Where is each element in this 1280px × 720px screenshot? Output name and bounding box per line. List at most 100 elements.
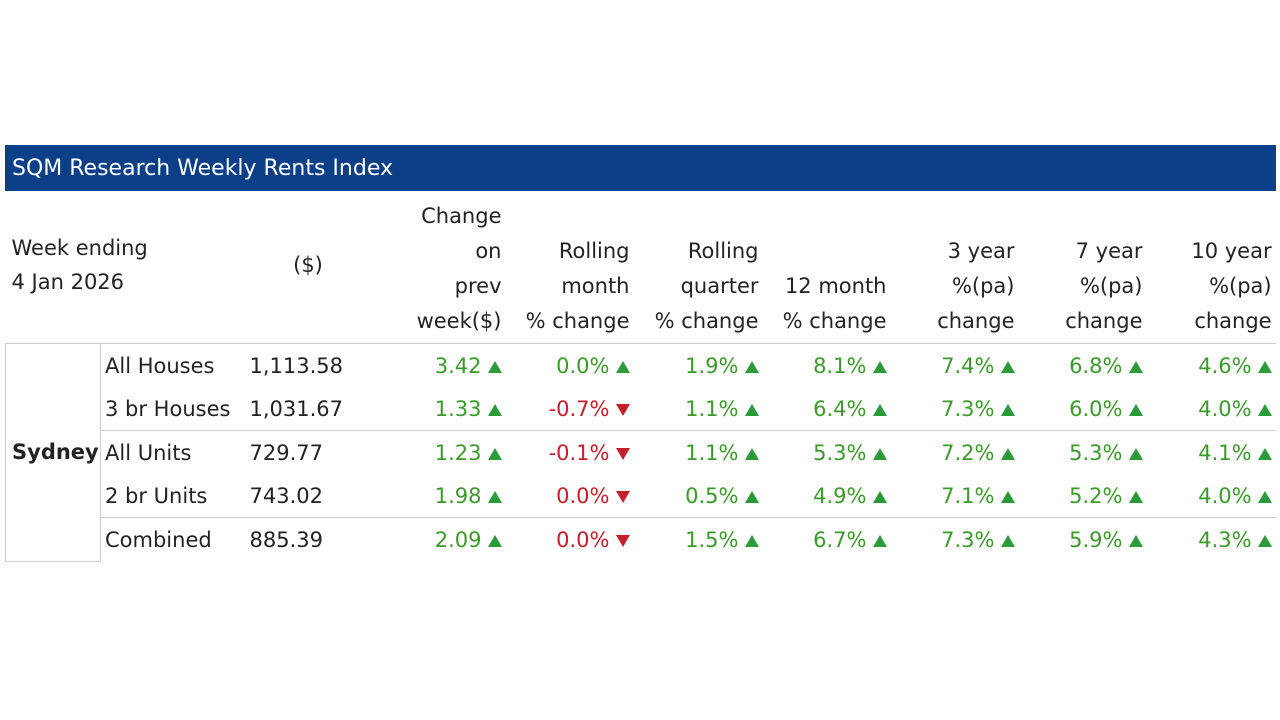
trend-arrow [487,403,502,416]
rents-table: SQM Research Weekly Rents Index Week end… [4,145,1277,562]
trend-arrow [1128,403,1143,416]
change-cell: 7.4% [891,344,1019,388]
change-value: 4.0% [1198,396,1252,421]
trend-arrow [744,490,759,503]
column-header: 7 year %(pa) change [1018,190,1147,344]
column-header: 10 year %(pa) change [1146,190,1276,344]
change-value: 7.2% [941,440,995,465]
change-cell: 3.42 [371,344,506,388]
rent-value: 1,113.58 [249,353,344,378]
change-cell: 0.0% [505,517,634,561]
change-value: 6.8% [1069,353,1123,378]
trend-arrow [1128,360,1143,373]
change-value: 1.98 [434,483,482,508]
week-header: Week ending 4 Jan 2026 [5,190,246,344]
trend-arrow [1257,490,1272,503]
change-cell: 7.3% [891,387,1019,431]
trend-arrow [744,534,759,547]
change-cell: 6.8% [1019,344,1147,388]
rent-value: 729.77 [245,430,371,474]
change-value: 5.2% [1069,483,1123,508]
column-header: 12 month % change [762,190,891,344]
change-value: 0.0% [556,483,610,508]
trend-arrow [744,403,759,416]
change-cell: 1.98 [371,474,506,518]
region: Sydney [5,343,101,562]
trend-arrow [872,360,887,373]
change-cell: 5.3% [762,430,891,474]
column-header: 3 year %(pa) change [890,190,1019,344]
trend-arrow [1000,403,1015,416]
change-value: 5.3% [813,440,867,465]
change-value: 1.9% [685,353,739,378]
header-row: Week ending 4 Jan 2026 ($) Change on prev … [5,190,1276,344]
change-value: 4.3% [1198,527,1252,552]
change-cell: 1.5% [633,517,763,561]
change-value: 8.1% [813,353,867,378]
change-cell: 4.9% [763,474,891,518]
rent-value: 885.39 [245,517,371,561]
row-label: All Houses [105,353,215,378]
change-cell: 1.1% [634,387,763,431]
change-cell: 2.09 [370,517,506,561]
change-cell: 6.7% [762,517,891,561]
table-body: SQM Research Weekly Rents Index Week end… [4,145,1277,562]
trend-arrow [487,490,502,503]
change-value: 1.1% [685,440,739,465]
change-value: 1.33 [434,396,482,421]
change-value: -0.7% [548,396,610,421]
change-cell: 8.1% [763,344,891,388]
change-value: 6.7% [813,527,867,552]
change-value: 5.3% [1069,440,1123,465]
change-cell: 6.0% [1019,387,1147,431]
rent-value: 743.02 [249,483,323,508]
row-label: 2 br Units [105,483,208,508]
trend-arrow [1257,534,1272,547]
trend-arrow [1000,490,1015,503]
trend-arrow [487,360,502,373]
change-value: 0.5% [685,483,739,508]
change-value: 5.9% [1069,527,1123,552]
change-value: 6.0% [1069,396,1123,421]
trend-arrow [487,534,502,547]
change-cell: -0.1% [505,430,634,474]
change-cell: 4.0% [1147,387,1276,431]
trend-arrow [744,360,759,373]
change-cell: 0.0% [506,344,634,388]
row-label: All Units [100,430,246,474]
trend-arrow [744,447,759,460]
row-label: Combined [100,517,246,561]
data-row: Combined 885.39 2.09 0.0% 1.5% 6.7% 7.3% 5.9% 4.… [6,517,1276,561]
trend-arrow [1128,534,1143,547]
trend-arrow [1257,447,1272,460]
trend-arrow [615,490,630,503]
change-cell: 5.3% [1018,430,1147,474]
data-row: 2 br Units 743.02 1.98 0.0% 0.5% 4.9% 7.1% 5.2%… [6,474,1276,518]
column-header: Rolling quarter % change [633,190,763,344]
data-row: 3 br Houses 1,031.67 1.33 -0.7% 1.1% 6.4% 7.3%… [6,387,1276,431]
change-value: 4.0% [1198,483,1252,508]
change-cell: 4.1% [1146,430,1276,474]
change-value: 7.3% [941,527,995,552]
change-value: 1.23 [434,440,482,465]
change-cell: 7.3% [890,517,1019,561]
change-value: 6.4% [813,396,867,421]
trend-arrow [615,447,630,460]
change-value: 0.0% [556,527,610,552]
data-row: Sydney All Houses 1,113.58 3.42 0.0% 1.9% 8.1%… [5,343,1276,562]
row-label: 3 br Houses [105,396,231,421]
change-cell: 5.9% [1018,517,1147,561]
change-value: -0.1% [548,440,610,465]
change-cell: 7.1% [891,474,1019,518]
trend-arrow [872,403,887,416]
data-row: All Units 729.77 1.23 -0.1% 1.1% 5.3% 7.2% 5.3%… [6,430,1276,474]
change-cell: 5.2% [1019,474,1147,518]
change-cell: -0.7% [506,387,634,431]
column-header: Rolling month % change [505,190,634,344]
trend-arrow [872,534,887,547]
change-value: 4.1% [1198,440,1252,465]
change-cell: 1.1% [633,430,763,474]
trend-arrow [1000,447,1015,460]
trend-arrow [615,403,630,416]
